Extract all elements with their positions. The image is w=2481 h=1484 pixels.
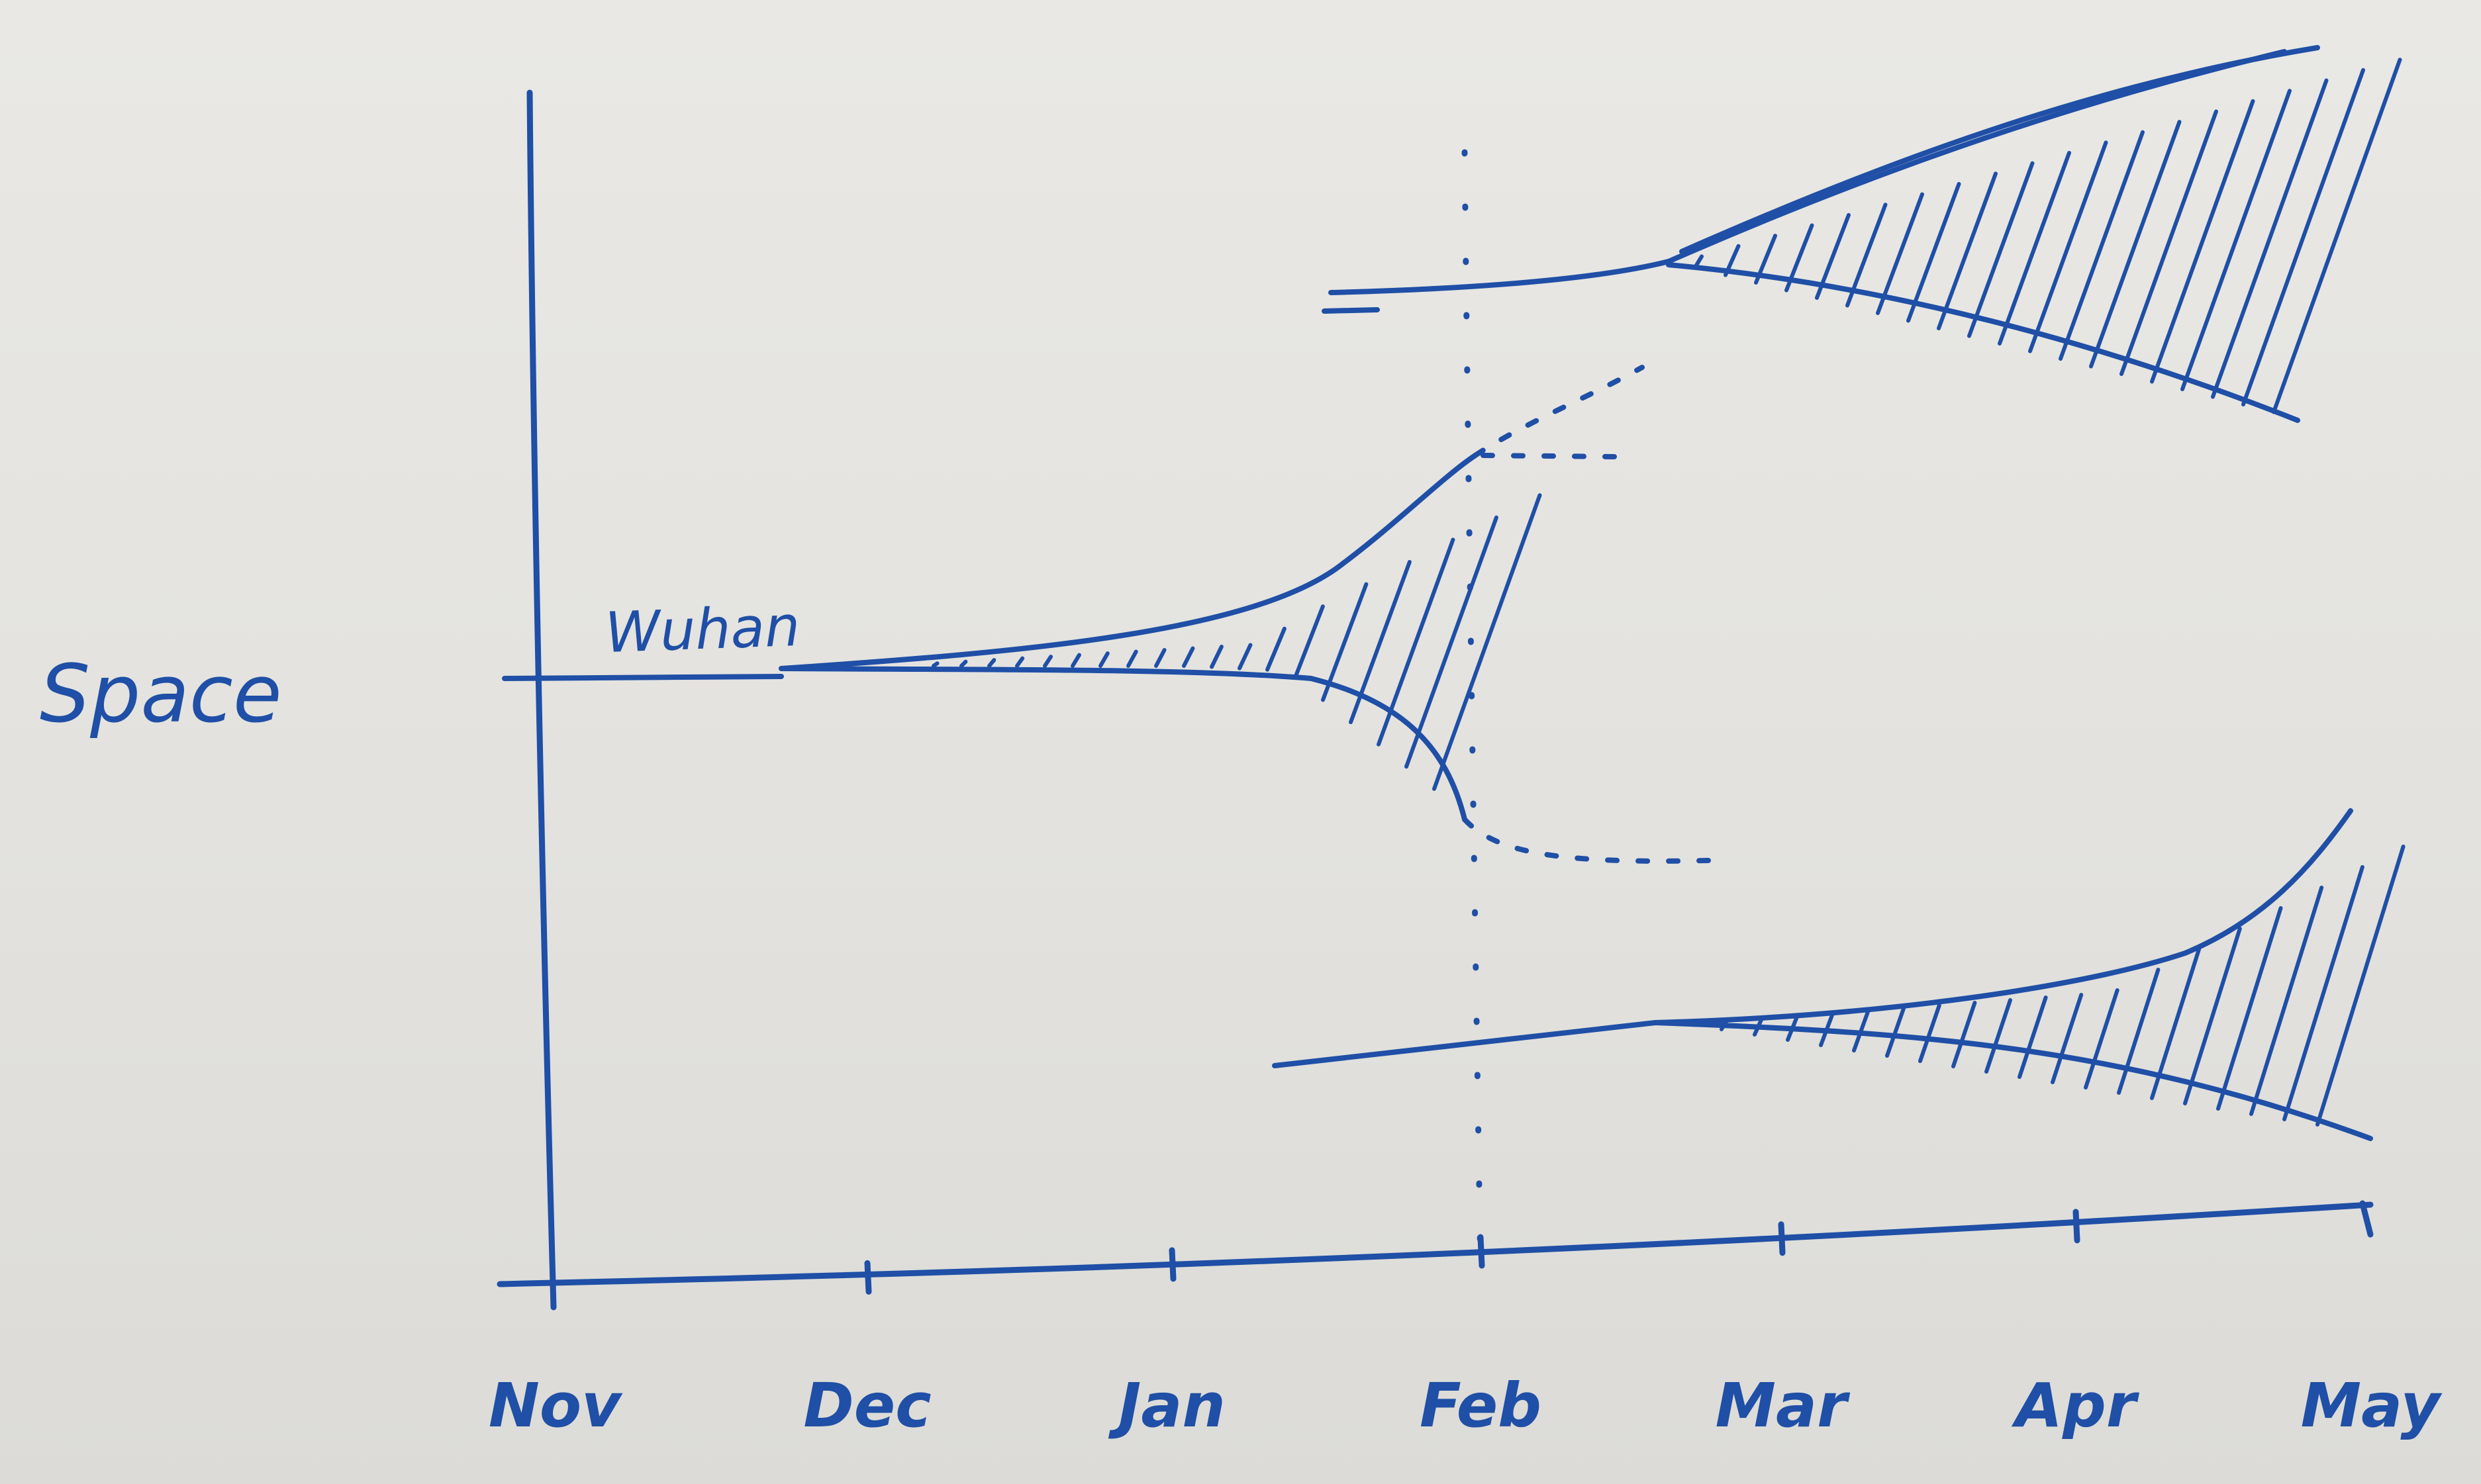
upper-hatch-line-15 — [2150, 99, 2255, 384]
lower-hatch-line-0 — [1720, 1019, 1729, 1031]
upper-hatch-line-11 — [2028, 140, 2108, 353]
month-label-mar: Mar — [1715, 1370, 1851, 1441]
wuhan-hatch-line-11 — [1238, 643, 1253, 671]
wuhan-hatch-line-12 — [1265, 626, 1287, 672]
wuhan-upper-flat — [1481, 453, 1618, 459]
upper-lower-edge — [1666, 262, 2300, 423]
lower-hatch-line-5 — [1885, 1006, 1906, 1058]
x-tick-apr — [2072, 1209, 2080, 1244]
lower-hatch-line-3 — [1819, 1011, 1835, 1047]
upper-hatch-line-16 — [2180, 89, 2292, 391]
x-tick-dec — [864, 1260, 872, 1295]
wuhan-hatch-line-8 — [1154, 648, 1167, 668]
upper-spread-region — [1322, 45, 2402, 423]
month-label-dec: Dec — [803, 1370, 931, 1441]
wuhan-hatch-line-16 — [1377, 537, 1455, 747]
lower-hatch-line-11 — [2084, 988, 2119, 1090]
lower-hatch-line-9 — [2018, 996, 2048, 1079]
lower-hatch-line-13 — [2150, 947, 2202, 1100]
month-label-jan: Jan — [1108, 1370, 1226, 1441]
upper-hatch-line-10 — [1998, 151, 2071, 346]
upper-hatch-line-3 — [1784, 223, 1814, 293]
lower-hatch-line-4 — [1852, 1009, 1871, 1052]
month-label-nov: Nov — [489, 1370, 623, 1441]
lower-hatch-line-14 — [2183, 927, 2242, 1105]
lower-spread-region — [1272, 808, 2406, 1141]
lower-hatch-line-6 — [1918, 1003, 1941, 1063]
wuhan-hatch-line-9 — [1182, 646, 1195, 668]
x-tick-mar — [1778, 1221, 1786, 1256]
wuhan-spread-region — [502, 365, 1711, 864]
wuhan-upper-edge — [779, 453, 1478, 671]
upper-hatch-line-9 — [1967, 161, 2035, 338]
y-axis — [526, 89, 557, 1311]
wuhan-hatch-line-18 — [1432, 493, 1542, 791]
lower-hatch-line-18 — [2315, 845, 2406, 1127]
upper-hatch-line-7 — [1906, 181, 1961, 323]
month-label-feb: Feb — [1420, 1370, 1541, 1441]
lower-hatch-line-10 — [2051, 993, 2084, 1084]
upper-stem — [1328, 259, 1671, 295]
upper-hatch-line-5 — [1845, 203, 1888, 308]
wuhan-hatch-line-2 — [987, 658, 997, 668]
upper-hatch-line-2 — [1754, 234, 1778, 285]
x-axis-end-tick — [2359, 1200, 2374, 1238]
upper-upper-edge-2 — [1679, 45, 2320, 254]
lower-upper-edge — [1653, 808, 2353, 1025]
wuhan-hatch-line-4 — [1043, 655, 1053, 668]
upper-stem-mark — [1322, 307, 1380, 314]
wuhan-hatch-line-0 — [932, 661, 940, 668]
wuhan-hatch-line-13 — [1293, 604, 1325, 680]
wuhan-upper-continuation — [1473, 365, 1645, 458]
upper-hatch-line-12 — [2059, 130, 2145, 361]
x-tick-jan — [1169, 1247, 1177, 1282]
wuhan-hatch-line-10 — [1210, 645, 1224, 669]
upper-hatch-line-1 — [1724, 244, 1741, 277]
wuhan-hatch-line-15 — [1349, 560, 1412, 724]
lower-stem — [1272, 1020, 1658, 1068]
upper-hatch-line-6 — [1876, 192, 1924, 315]
lower-hatch-line-2 — [1786, 1014, 1800, 1042]
wuhan-hatch-line-7 — [1126, 649, 1138, 668]
y-axis-label: Space — [40, 649, 282, 741]
month-label-may: May — [2301, 1370, 2443, 1441]
x-axis — [497, 1201, 2374, 1287]
lower-hatch-line-7 — [1951, 1001, 1977, 1068]
origin-label-wuhan: Wuhan — [604, 594, 801, 665]
lower-hatch-line-15 — [2216, 906, 2283, 1111]
lower-lower-edge — [1653, 1020, 2373, 1141]
upper-hatch-line-14 — [2119, 109, 2218, 376]
upper-hatch-line-17 — [2211, 78, 2329, 399]
wuhan-hatch-line-5 — [1071, 653, 1081, 668]
lower-hatch-line-17 — [2282, 865, 2364, 1121]
upper-hatch-line-19 — [2272, 58, 2402, 414]
upper-hatch-line-4 — [1815, 212, 1851, 300]
wuhan-baseline — [502, 674, 784, 681]
wuhan-hatch-line-1 — [959, 659, 968, 668]
lower-hatch-line-1 — [1753, 1017, 1764, 1037]
lower-hatch-line-16 — [2249, 886, 2324, 1116]
upper-hatch-line-8 — [1937, 171, 1998, 330]
upper-hatch-line-13 — [2089, 120, 2182, 369]
wuhan-hatch-line-17 — [1404, 515, 1498, 769]
feb-marker-line — [1461, 149, 1484, 1277]
upper-hatch-line-0 — [1693, 254, 1704, 269]
wuhan-lower-edge — [779, 666, 1467, 822]
wuhan-lower-continuation — [1462, 817, 1711, 864]
wuhan-hatch-line-6 — [1098, 651, 1110, 668]
wuhan-hatch-line-3 — [1015, 656, 1025, 668]
lower-hatch-line-8 — [1984, 998, 2012, 1074]
wuhan-hatch-line-14 — [1321, 582, 1369, 702]
upper-hatch-line-18 — [2241, 68, 2365, 406]
month-label-apr: Apr — [2012, 1370, 2140, 1441]
lower-hatch-line-12 — [2117, 968, 2161, 1095]
